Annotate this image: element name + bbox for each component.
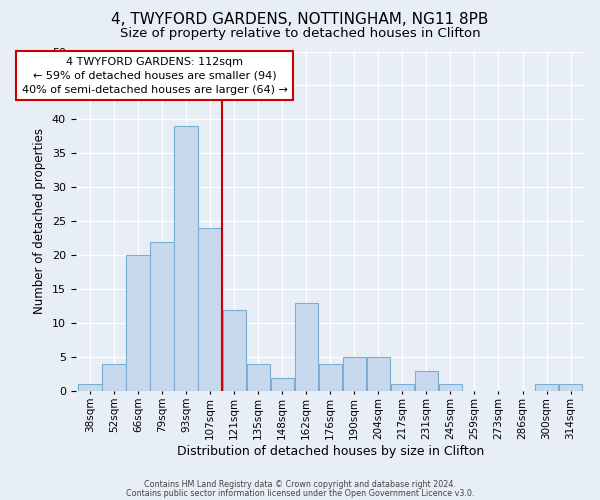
Text: 4 TWYFORD GARDENS: 112sqm
← 59% of detached houses are smaller (94)
40% of semi-: 4 TWYFORD GARDENS: 112sqm ← 59% of detac… (22, 57, 288, 95)
Bar (175, 126, 198, 392)
Bar (151, 242, 174, 392)
Text: Size of property relative to detached houses in Clifton: Size of property relative to detached ho… (119, 28, 481, 40)
Text: 4, TWYFORD GARDENS, NOTTINGHAM, NG11 8PB: 4, TWYFORD GARDENS, NOTTINGHAM, NG11 8PB (112, 12, 488, 28)
Bar (295, 303, 318, 392)
Bar (319, 364, 342, 392)
Bar (127, 256, 149, 392)
Text: Contains HM Land Registry data © Crown copyright and database right 2024.: Contains HM Land Registry data © Crown c… (144, 480, 456, 489)
Text: Contains public sector information licensed under the Open Government Licence v3: Contains public sector information licen… (126, 488, 474, 498)
Bar (391, 384, 414, 392)
Bar (103, 364, 125, 392)
Bar (199, 228, 222, 392)
Bar (79, 384, 101, 392)
Bar (271, 378, 294, 392)
Bar (559, 384, 582, 392)
Y-axis label: Number of detached properties: Number of detached properties (33, 128, 46, 314)
X-axis label: Distribution of detached houses by size in Clifton: Distribution of detached houses by size … (176, 444, 484, 458)
Bar (367, 358, 390, 392)
Bar (535, 384, 558, 392)
Bar (415, 371, 438, 392)
Bar (439, 384, 462, 392)
Bar (247, 364, 270, 392)
Bar (343, 358, 366, 392)
Bar (223, 310, 246, 392)
